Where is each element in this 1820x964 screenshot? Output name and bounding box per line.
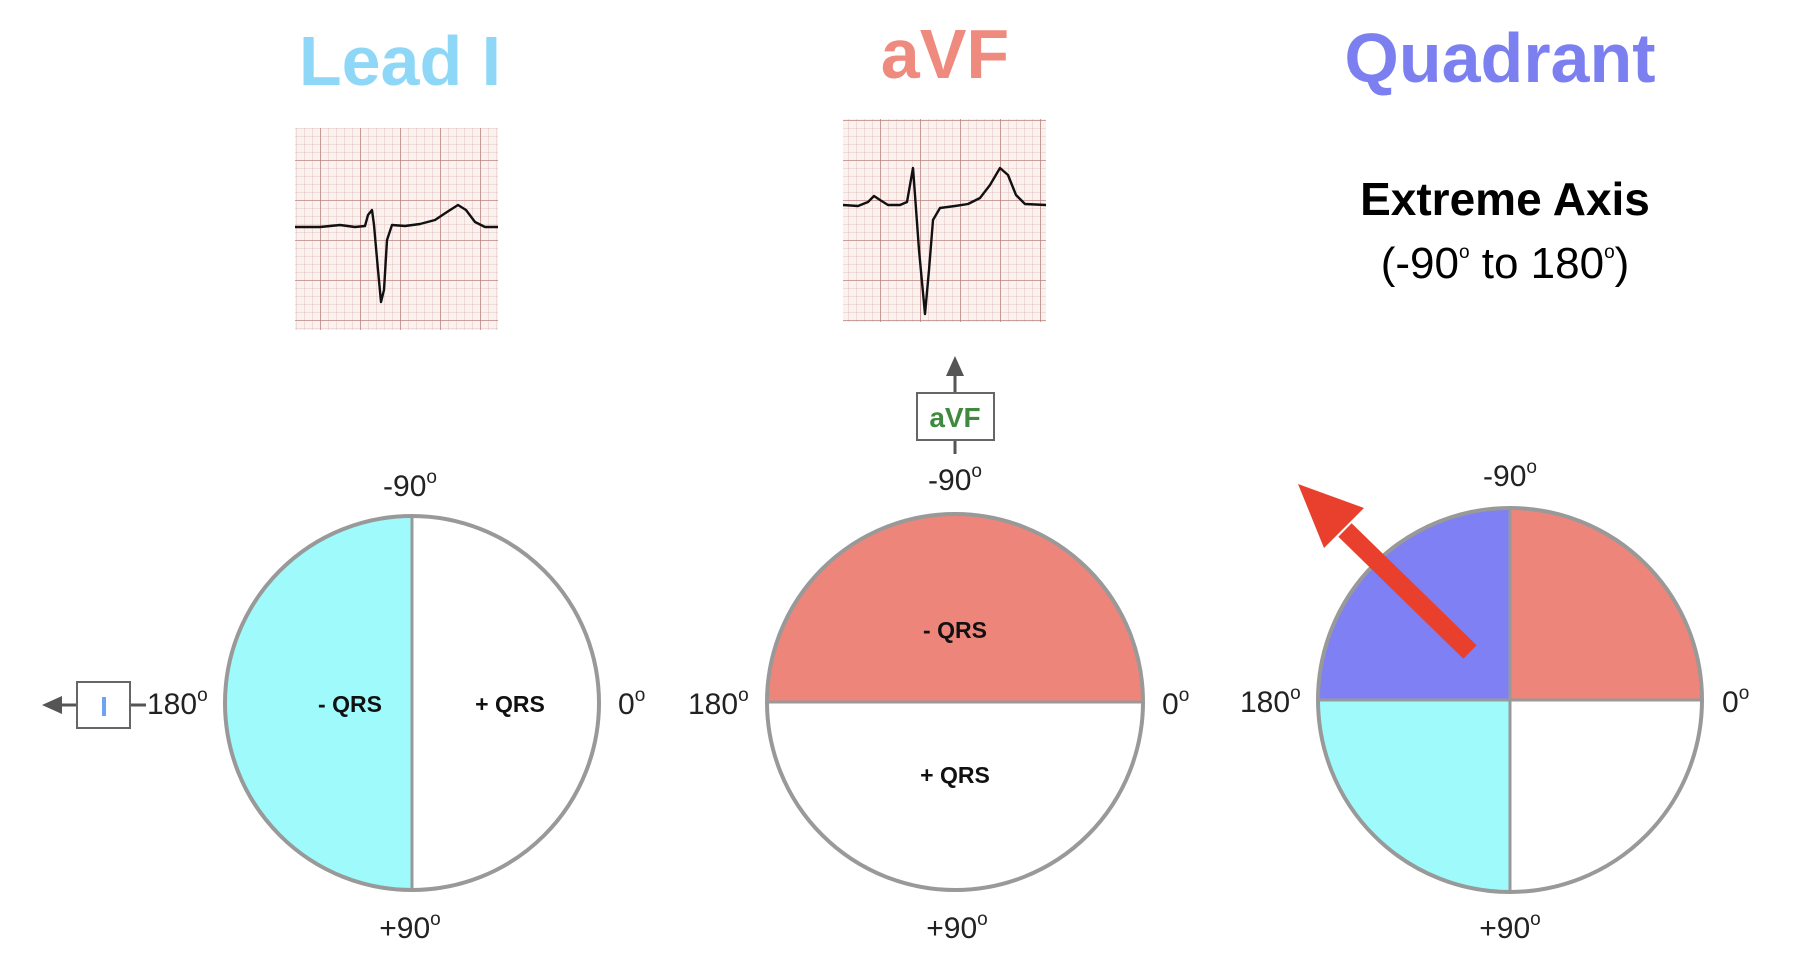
extreme-axis-range: (-90o to 180o) [1381,239,1630,288]
avf-neg-qrs: - QRS [923,617,987,643]
lead-i-title: Lead I [299,22,501,100]
lead-i-neg-qrs: - QRS [318,691,382,717]
lead-i-angle-top: -90o [383,467,437,503]
quadrant-angle-left: 180o [1240,683,1301,719]
avf-ecg-strip [842,119,1047,322]
lead-i-ecg-strip [295,128,498,330]
avf-title: aVF [881,15,1009,93]
quadrant-title: Quadrant [1344,19,1655,97]
avf-direction-marker: aVF [916,356,995,454]
lead-i-angle-bottom: +90o [379,909,440,945]
quadrant-angle-top: -90o [1483,457,1537,493]
quadrant-angle-right: 0o [1722,683,1749,719]
lead-i-direction-marker: I [42,681,146,729]
avf-angle-bottom: +90o [926,909,987,945]
avf-box-label: aVF [929,402,980,433]
extreme-axis-title: Extreme Axis [1360,173,1650,225]
avf-angle-right: 0o [1162,685,1189,721]
lead-i-pos-qrs: + QRS [475,691,545,717]
avf-circle: - QRS + QRS [765,512,1145,892]
lead-i-circle: - QRS + QRS [223,514,601,892]
lead-i-angle-left: 180o [147,685,208,721]
extreme-axis-arrow [1298,484,1477,659]
avf-angle-left: 180o [688,685,749,721]
quadrant-angle-bottom: +90o [1479,909,1540,945]
avf-angle-top: -90o [928,461,982,497]
avf-pos-qrs: + QRS [920,762,990,788]
lead-i-angle-right: 0o [618,685,645,721]
lead-i-box-label: I [100,691,108,722]
